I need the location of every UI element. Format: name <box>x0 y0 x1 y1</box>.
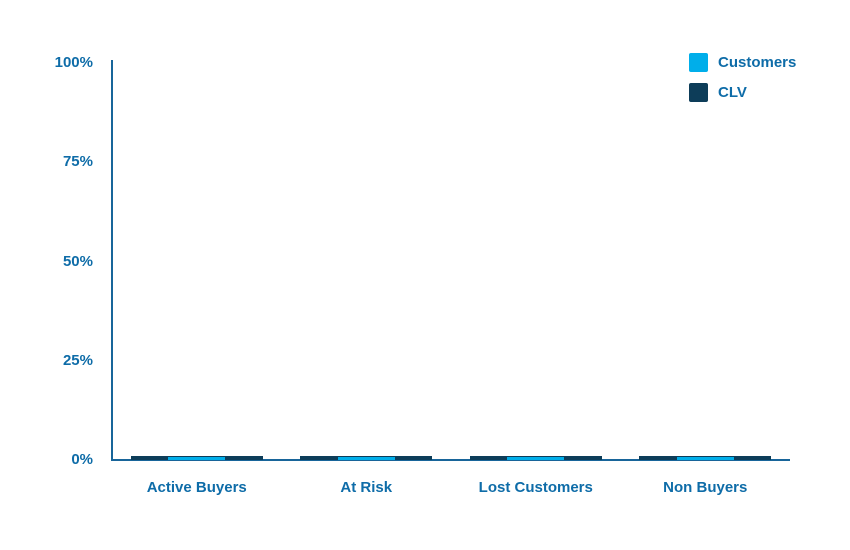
x-axis-line <box>111 459 790 461</box>
category-label: At Risk <box>340 479 393 496</box>
bar-customers <box>507 457 565 460</box>
category-label: Lost Customers <box>478 479 593 496</box>
legend-swatch-icon <box>689 53 708 72</box>
y-tick-label: 50% <box>62 252 93 270</box>
bar-customers <box>168 457 226 460</box>
legend-item-clv[interactable]: CLV <box>689 83 796 102</box>
bar-customers <box>337 457 395 460</box>
y-tick-label: 100% <box>54 54 93 71</box>
legend-item-customers[interactable]: Customers <box>689 53 796 72</box>
legend-label: CLV <box>718 84 747 101</box>
y-tick-label: 0% <box>71 451 93 468</box>
category-label: Non Buyers <box>663 479 748 496</box>
bar-customers <box>676 457 734 460</box>
y-tick-label: 75% <box>62 153 93 171</box>
legend-swatch-icon <box>689 83 708 102</box>
y-axis-line <box>111 60 113 461</box>
legend: Customers CLV <box>689 53 796 113</box>
y-tick-label: 25% <box>62 351 93 369</box>
legend-label: Customers <box>718 54 797 71</box>
category-label: Active Buyers <box>146 479 247 496</box>
